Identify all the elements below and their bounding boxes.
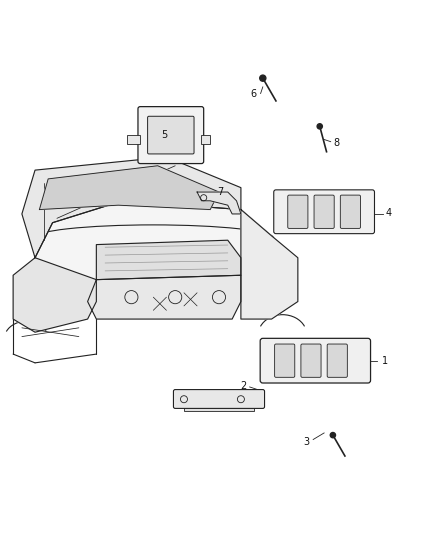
Polygon shape: [197, 192, 241, 214]
Circle shape: [330, 432, 336, 438]
Text: 2: 2: [240, 381, 246, 391]
Polygon shape: [241, 209, 298, 319]
Circle shape: [260, 75, 266, 81]
FancyBboxPatch shape: [314, 195, 334, 229]
Polygon shape: [35, 201, 272, 284]
Polygon shape: [22, 157, 241, 258]
FancyBboxPatch shape: [288, 195, 308, 229]
FancyBboxPatch shape: [340, 195, 360, 229]
FancyBboxPatch shape: [327, 344, 347, 377]
Bar: [201, 135, 210, 144]
Polygon shape: [88, 275, 241, 319]
FancyBboxPatch shape: [301, 344, 321, 377]
FancyBboxPatch shape: [275, 344, 295, 377]
Polygon shape: [13, 258, 96, 332]
Bar: [127, 135, 140, 144]
Text: 4: 4: [386, 208, 392, 218]
FancyBboxPatch shape: [148, 116, 194, 154]
Circle shape: [317, 124, 322, 129]
Text: 5: 5: [161, 130, 167, 140]
FancyBboxPatch shape: [260, 338, 371, 383]
Text: 8: 8: [334, 138, 340, 148]
Polygon shape: [39, 166, 219, 209]
Text: 7: 7: [217, 187, 223, 197]
Polygon shape: [96, 240, 241, 280]
FancyBboxPatch shape: [173, 390, 265, 408]
FancyBboxPatch shape: [274, 190, 374, 233]
Bar: [184, 407, 254, 411]
Text: 6: 6: [251, 90, 257, 99]
Text: 3: 3: [304, 437, 310, 447]
FancyBboxPatch shape: [138, 107, 204, 164]
Text: 1: 1: [382, 356, 389, 366]
